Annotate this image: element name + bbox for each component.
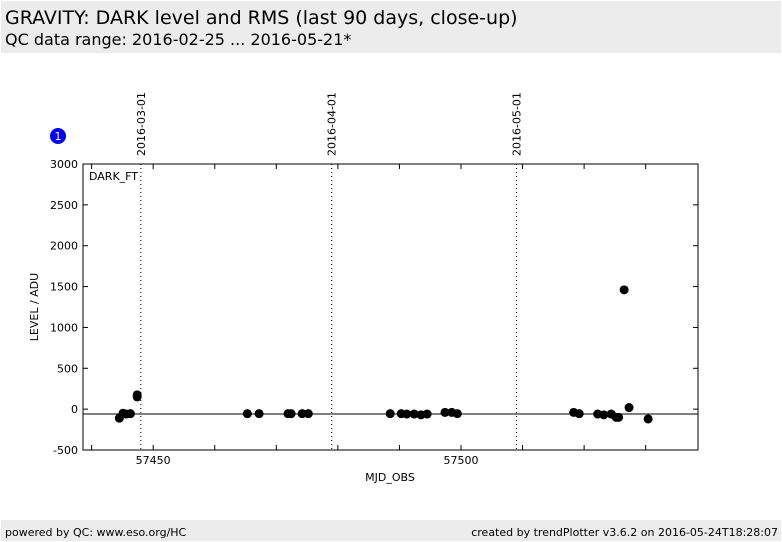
y-tick-label: 0 [71,403,78,416]
x-tick-label: 57500 [443,454,478,467]
footer-right: created by trendPlotter v3.6.2 on 2016-0… [471,526,778,539]
data-point [286,409,296,419]
footer: powered by QC: www.eso.org/HC created by… [1,520,781,541]
y-tick-label: -500 [53,444,78,457]
y-tick-label: 3000 [50,158,78,171]
badge-label: 1 [55,130,62,143]
footer-left: powered by QC: www.eso.org/HC [5,526,187,539]
chart-subtitle: QC data range: 2016-02-25 ... 2016-05-21… [5,30,352,49]
chart-title: GRAVITY: DARK level and RMS (last 90 day… [5,7,518,29]
x-tick-label: 57450 [136,454,171,467]
data-point [402,409,412,419]
data-point [574,409,584,419]
y-tick-label: 2500 [50,199,78,212]
data-point [409,409,419,419]
badge-icon [50,128,66,144]
y-tick-label: 1500 [50,281,78,294]
date-marker-label: 2016-03-01 [135,92,148,156]
panel-label: DARK_FT [89,170,138,183]
data-point [440,407,450,417]
data-point [125,409,135,419]
y-tick-label: 1000 [50,321,78,334]
data-point [452,409,462,419]
data-point [614,412,624,422]
y-axis-label: LEVEL / ADU [28,273,41,341]
x-axis-label: MJD_OBS [365,471,415,484]
data-point [599,410,609,420]
data-point [624,403,634,413]
data-point [242,409,252,419]
data-point [385,409,395,419]
data-point [132,390,142,400]
data-point [619,285,629,295]
date-marker-label: 2016-04-01 [326,92,339,156]
data-point [254,409,264,419]
data-point [422,409,432,419]
data-point [303,409,313,419]
data-point [297,409,307,419]
y-tick-label: 500 [57,362,78,375]
y-tick-label: 2000 [50,240,78,253]
header: GRAVITY: DARK level and RMS (last 90 day… [1,1,781,53]
data-point [643,414,653,424]
plot-frame [82,163,699,451]
date-marker-label: 2016-05-01 [510,92,523,156]
